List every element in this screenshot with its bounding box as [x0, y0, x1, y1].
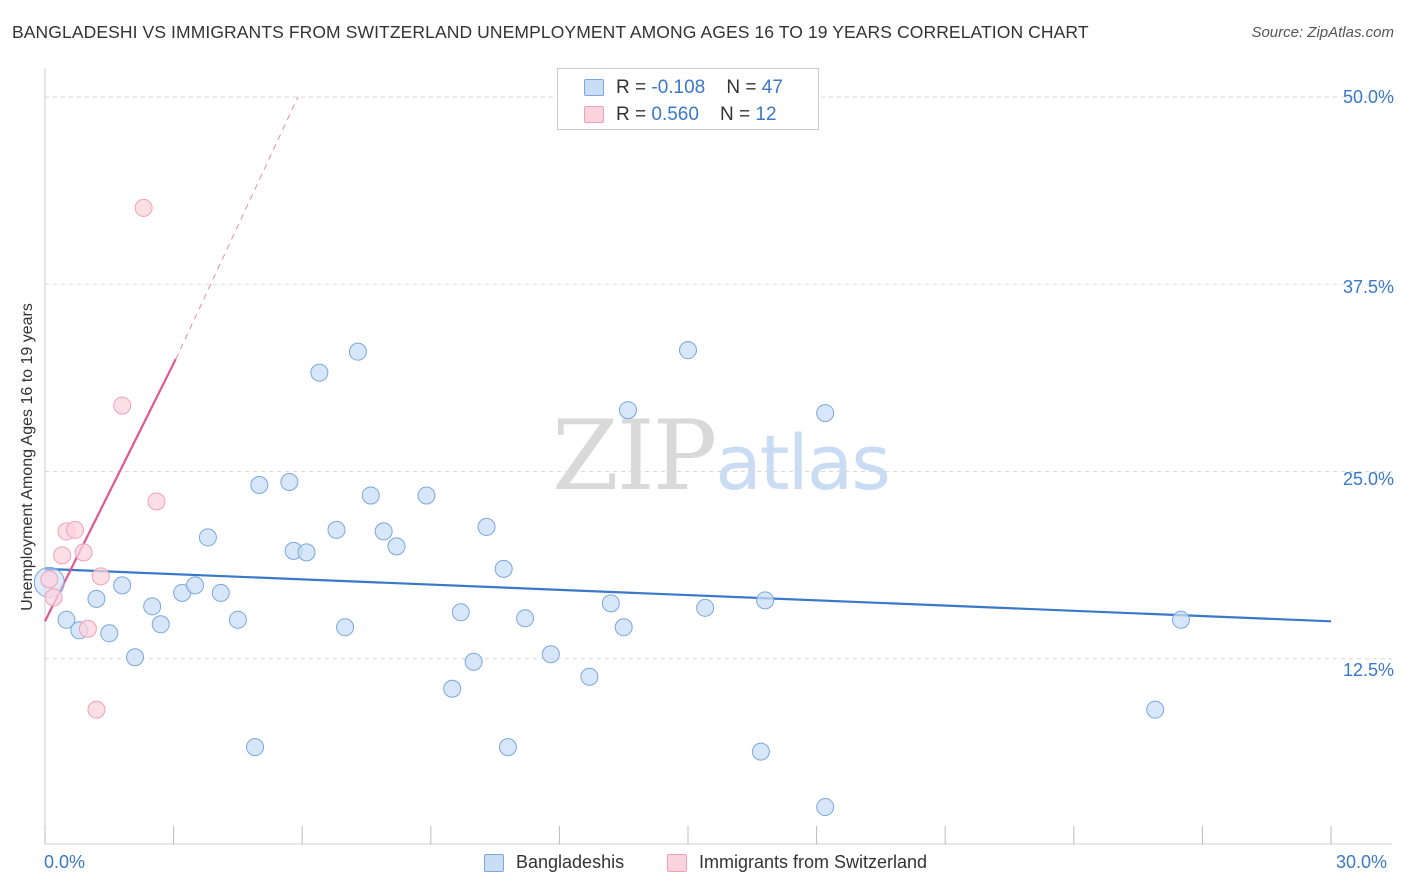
data-point-bangladeshis [477, 517, 496, 536]
legend-n-label: N = [726, 77, 762, 98]
data-point-bangladeshis [1171, 610, 1190, 629]
data-point-bangladeshis [696, 598, 715, 617]
data-point-bangladeshis [494, 559, 513, 578]
data-point-bangladeshis [614, 618, 633, 637]
legend-n-value: 47 [761, 77, 783, 98]
source-label: Source: ZipAtlas.com [1251, 24, 1394, 41]
watermark: ZIPatlas [552, 400, 891, 512]
legend-label: Immigrants from Switzerland [699, 852, 928, 872]
data-point-bangladeshis [498, 738, 517, 757]
legend-r-label: R = [616, 77, 652, 98]
watermark-zip: ZIP [552, 400, 717, 512]
data-point-bangladeshis [228, 610, 247, 629]
legend-r-label: R = [616, 104, 652, 125]
legend-swatch-blue [584, 79, 604, 96]
data-point-switzerland [53, 546, 72, 565]
data-point-bangladeshis [1146, 700, 1165, 719]
legend-swatch-pink [584, 106, 604, 123]
data-point-bangladeshis [151, 615, 170, 634]
data-point-bangladeshis [100, 624, 119, 643]
data-point-bangladeshis [113, 576, 132, 595]
data-point-bangladeshis [618, 401, 637, 420]
legend-label: Bangladeshis [516, 852, 625, 872]
data-point-switzerland [147, 492, 166, 511]
data-point-bangladeshis [443, 679, 462, 698]
data-point-switzerland [87, 700, 106, 719]
data-point-bangladeshis [387, 537, 406, 556]
data-point-switzerland [66, 520, 85, 539]
legend-r-value: -0.108 [651, 77, 706, 98]
data-point-bangladeshis [541, 645, 560, 664]
legend-swatch-pink [667, 854, 687, 872]
data-point-bangladeshis [417, 486, 436, 505]
chart-title: BANGLADESHI VS IMMIGRANTS FROM SWITZERLA… [12, 22, 1089, 42]
data-point-bangladeshis [816, 798, 835, 817]
trend-line-extension [175, 96, 299, 360]
legend-swatch-blue [484, 854, 504, 872]
trend-line-bangladeshis [44, 567, 1332, 623]
legend-r-value: 0.560 [651, 104, 699, 125]
watermark-atlas: atlas [715, 418, 891, 507]
data-point-bangladeshis [297, 543, 316, 562]
data-point-bangladeshis [348, 342, 367, 361]
legend-text: R = 0.560 N = 12 [616, 104, 777, 126]
data-point-bangladeshis [143, 597, 162, 616]
correlation-legend: R = -0.108 N = 47 R = 0.560 N = 12 [557, 68, 819, 130]
data-point-bangladeshis [310, 363, 329, 382]
legend-n-label: N = [720, 104, 756, 125]
data-point-bangladeshis [336, 618, 355, 637]
data-point-bangladeshis [57, 610, 76, 629]
data-point-bangladeshis [250, 475, 269, 494]
data-point-switzerland [40, 570, 59, 589]
data-point-bangladeshis [211, 583, 230, 602]
data-point-bangladeshis [280, 472, 299, 491]
data-point-bangladeshis [374, 522, 393, 541]
legend-text: R = -0.108 N = 47 [616, 77, 783, 99]
legend-n-value: 12 [755, 104, 777, 125]
x-tick-label: 0.0% [44, 852, 86, 872]
data-point-bangladeshis [186, 576, 205, 595]
data-point-switzerland [44, 588, 63, 607]
data-point-bangladeshis [361, 486, 380, 505]
data-point-bangladeshis [601, 594, 620, 613]
trend-line-switzerland [44, 358, 177, 622]
data-point-bangladeshis [464, 652, 483, 671]
data-point-bangladeshis [679, 341, 697, 360]
data-point-bangladeshis [327, 520, 346, 539]
data-point-switzerland [91, 567, 110, 586]
y-tick-label: 12.5% [1342, 660, 1394, 680]
data-point-bangladeshis [756, 591, 775, 610]
data-point-switzerland [134, 198, 153, 217]
y-tick-label: 37.5% [1342, 277, 1394, 297]
data-point-bangladeshis [580, 667, 599, 686]
y-tick-label: 50.0% [1342, 87, 1394, 107]
data-point-switzerland [74, 543, 93, 562]
data-point-bangladeshis [126, 648, 145, 667]
data-point-bangladeshis [751, 742, 770, 761]
y-tick-label: 25.0% [1342, 469, 1394, 489]
data-point-switzerland [78, 619, 97, 638]
data-point-bangladeshis [246, 738, 265, 757]
x-tick-label: 30.0% [1336, 852, 1388, 872]
data-point-bangladeshis [87, 589, 106, 608]
data-point-bangladeshis [198, 528, 217, 547]
data-point-bangladeshis [516, 609, 535, 628]
data-point-bangladeshis [451, 603, 470, 622]
data-point-bangladeshis [816, 404, 835, 423]
data-point-switzerland [113, 396, 132, 415]
